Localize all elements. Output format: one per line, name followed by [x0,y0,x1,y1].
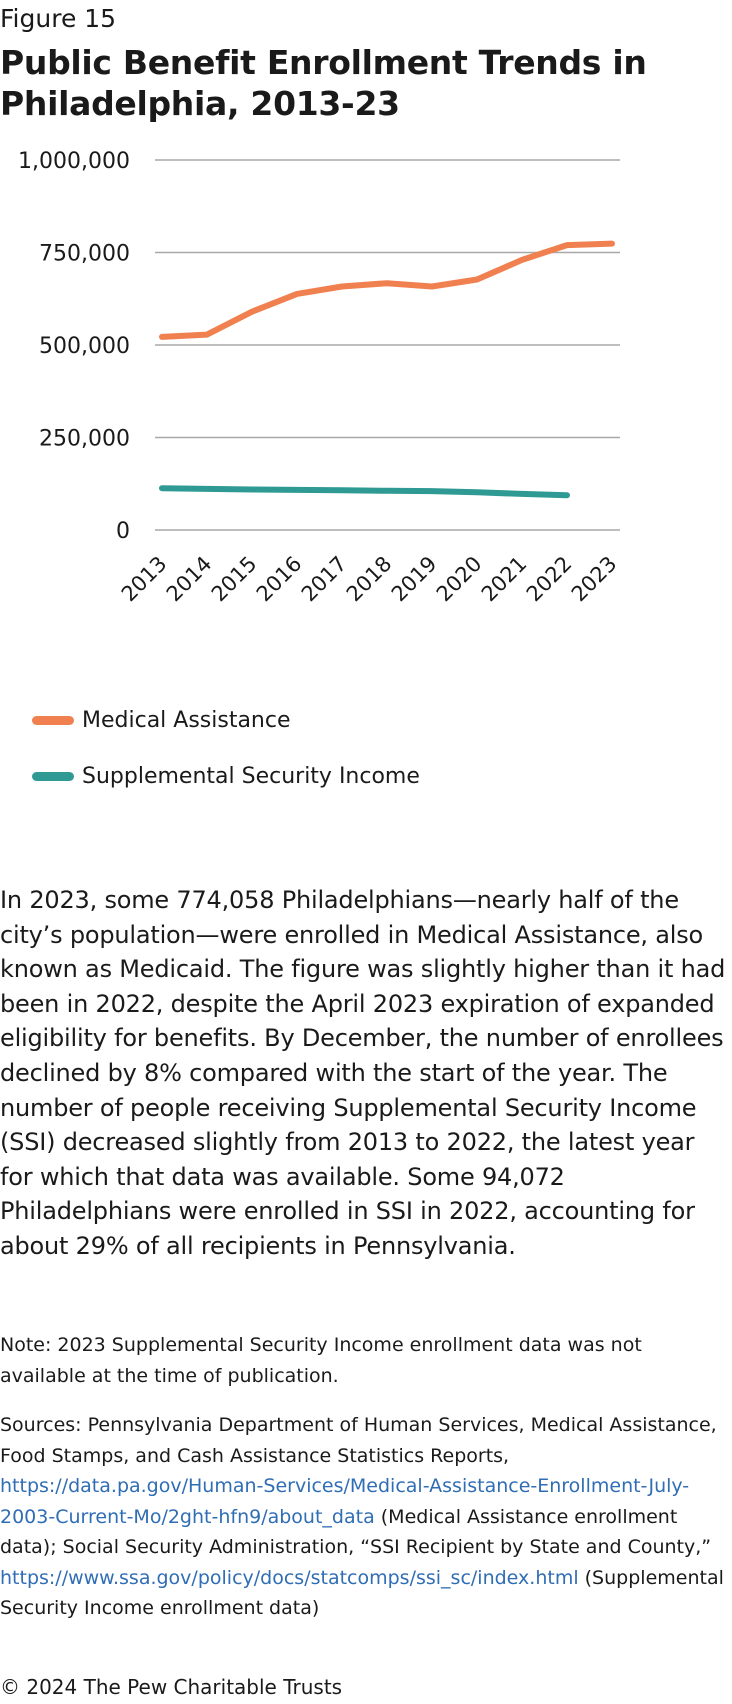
point-medical-assistance-2023 [611,243,613,245]
source-link-pa-data[interactable]: https://data.pa.gov/Human-Services/Medic… [0,1475,690,1528]
y-tick-label: 750,000 [39,242,130,267]
x-tick-label: 2018 [342,552,397,607]
y-tick-label: 250,000 [39,427,130,452]
point-ssi-2020 [476,491,478,493]
point-medical-assistance-2022 [566,244,568,246]
series-line-ssi [159,485,570,499]
point-medical-assistance-2021 [521,259,523,261]
legend-swatch-medical-assistance [32,715,74,725]
sources-prefix: Sources: Pennsylvania Department of Huma… [0,1414,717,1467]
sources-text: Sources: Pennsylvania Department of Huma… [0,1410,730,1624]
x-tick-label: 2020 [432,552,487,607]
y-tick-label: 500,000 [39,334,130,359]
chart-title: Public Benefit Enrollment Trends in Phil… [0,43,647,123]
figure-label: Figure 15 [0,4,117,33]
x-tick-label: 2014 [162,552,217,607]
copyright: © 2024 The Pew Charitable Trusts [0,1675,343,1699]
x-tick-label: 2017 [297,552,352,607]
point-ssi-2022 [566,494,568,496]
y-tick-label: 0 [116,519,130,544]
point-ssi-2013 [161,487,163,489]
x-tick-label: 2019 [387,552,442,607]
legend-item-ssi: Supplemental Security Income [32,762,420,790]
x-tick-label: 2015 [207,552,262,607]
x-tick-label: 2022 [522,552,577,607]
x-tick-label: 2021 [477,552,532,607]
legend-label-medical-assistance: Medical Assistance [82,707,291,733]
series-line-medical-assistance [159,240,615,340]
sources-middle: (Medical Assistance enrollment data); So… [0,1505,712,1559]
point-ssi-2021 [521,493,523,495]
sources-suffix: (Supplemental Security Income enrollment… [0,1566,724,1620]
point-medical-assistance-2018 [386,282,388,284]
point-medical-assistance-2016 [296,293,298,295]
legend-item-medical-assistance: Medical Assistance [32,706,420,734]
point-ssi-2017 [341,489,343,491]
point-medical-assistance-2019 [431,286,433,288]
point-medical-assistance-2020 [476,279,478,281]
point-ssi-2016 [296,489,298,491]
source-link-ssa[interactable]: https://www.ssa.gov/policy/docs/statcomp… [0,1566,579,1589]
point-ssi-2014 [206,488,208,490]
point-medical-assistance-2015 [251,311,253,313]
x-tick-label: 2023 [567,552,622,607]
point-ssi-2019 [431,490,433,492]
body-paragraph: In 2023, some 774,058 Philadelphians—nea… [0,886,726,1260]
point-medical-assistance-2014 [206,334,208,336]
point-ssi-2018 [386,490,388,492]
x-tick-label: 2013 [117,552,172,607]
point-medical-assistance-2017 [341,286,343,288]
legend-swatch-ssi [32,771,74,781]
note-text: Note: 2023 Supplemental Security Income … [0,1334,642,1387]
legend-label-ssi: Supplemental Security Income [82,763,420,789]
chart-legend: Medical Assistance Supplemental Security… [32,706,420,818]
point-ssi-2015 [251,488,253,490]
point-medical-assistance-2013 [161,336,163,338]
line-chart: 0250,000500,000750,0001,000,000201320142… [18,150,622,607]
x-tick-label: 2016 [252,552,307,607]
y-tick-label: 1,000,000 [18,150,130,174]
